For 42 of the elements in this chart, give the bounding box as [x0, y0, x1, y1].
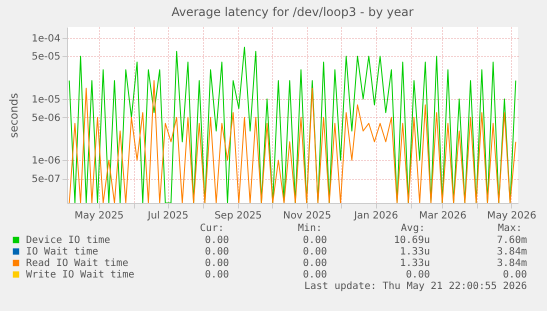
- y-tick-label: 5e-07: [32, 174, 60, 186]
- y-tick-label: 1e-06: [32, 156, 60, 167]
- text: 0.00: [204, 270, 229, 280]
- y-tick-label: 5e-06: [32, 112, 60, 124]
- text: 0.00: [302, 235, 327, 246]
- x-tick-label: Jan 2026: [353, 210, 398, 222]
- y-tick-label: 1e-04: [32, 33, 60, 44]
- text: 0.00: [204, 246, 229, 258]
- x-tick-label: Mar 2026: [419, 210, 467, 222]
- legend-label: Read IO Wait time: [26, 258, 128, 269]
- text: 3.84m: [496, 258, 527, 269]
- y-tick-label: 1e-05: [32, 94, 60, 106]
- line-series: [68, 46, 516, 203]
- legend-label: Device IO time: [26, 235, 110, 246]
- text: Min:: [298, 223, 322, 234]
- text: 1.33u: [400, 246, 430, 258]
- x-tick-label: Sep 2025: [214, 210, 262, 222]
- line-series: [68, 80, 516, 203]
- text: 10.69u: [394, 235, 430, 246]
- legend-label: Write IO Wait time: [26, 270, 134, 280]
- text: 0.00: [204, 258, 229, 269]
- text: 7.60m: [496, 235, 527, 246]
- text: 1.33u: [400, 258, 430, 269]
- text: Max:: [498, 223, 522, 234]
- text: Cur:: [200, 223, 224, 234]
- text: Avg:: [400, 223, 425, 234]
- text: 0.00: [502, 270, 527, 280]
- text: 0.00: [204, 235, 229, 246]
- y-axis-title: seconds: [8, 92, 21, 138]
- x-tick-label: Nov 2025: [283, 210, 332, 222]
- text: 3.84m: [496, 246, 527, 258]
- chart-title: Average latency for /dev/loop3 - by year: [171, 5, 414, 19]
- x-tick-label: Jul 2025: [146, 210, 188, 222]
- legend-label: IO Wait time: [26, 246, 98, 258]
- text: 0.00: [302, 270, 327, 280]
- x-tick-label: May 2026: [487, 210, 536, 222]
- text: 0.00: [302, 258, 327, 269]
- text: 0.00: [406, 270, 430, 280]
- text: 0.00: [302, 246, 327, 258]
- x-tick-label: May 2025: [74, 210, 124, 222]
- text: Last update: Thu May 21 22:00:55 2026: [304, 281, 527, 292]
- y-tick-label: 5e-05: [32, 52, 60, 63]
